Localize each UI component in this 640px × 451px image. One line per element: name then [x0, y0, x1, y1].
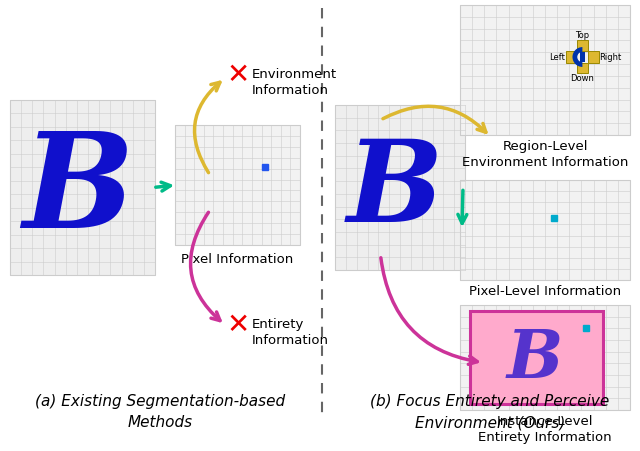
Text: ✕: ✕ — [227, 61, 250, 89]
Bar — [470, 311, 603, 404]
Text: Right: Right — [600, 52, 621, 61]
Bar — [10, 100, 155, 275]
Text: (b) Focus Entirety and Perceive
Environment (Ours): (b) Focus Entirety and Perceive Environm… — [371, 394, 610, 430]
Bar — [460, 305, 630, 410]
Bar — [589, 51, 599, 63]
Text: Down: Down — [570, 74, 595, 83]
Text: ✕: ✕ — [227, 311, 250, 339]
Text: Pixel Information: Pixel Information — [181, 253, 294, 266]
Bar — [460, 180, 630, 280]
Text: Region-Level
Environment Information: Region-Level Environment Information — [462, 140, 628, 169]
Text: Environment
Information: Environment Information — [252, 68, 337, 97]
Bar — [580, 52, 585, 62]
Text: Top: Top — [575, 31, 589, 40]
Text: B: B — [22, 126, 134, 256]
Text: Entirety
Information: Entirety Information — [252, 318, 329, 347]
Wedge shape — [573, 47, 582, 67]
Bar — [335, 105, 465, 270]
Text: (a) Existing Segmentation-based
Methods: (a) Existing Segmentation-based Methods — [35, 394, 285, 430]
Text: B: B — [347, 135, 443, 246]
Text: Instance-Level
Entirety Information: Instance-Level Entirety Information — [478, 415, 612, 444]
Text: B: B — [507, 327, 563, 392]
Bar — [577, 40, 588, 51]
Bar — [577, 63, 588, 74]
Bar — [460, 5, 630, 135]
Text: Pixel-Level Information: Pixel-Level Information — [469, 285, 621, 298]
Bar — [566, 51, 576, 63]
Text: Left: Left — [549, 52, 565, 61]
Bar — [175, 125, 300, 245]
